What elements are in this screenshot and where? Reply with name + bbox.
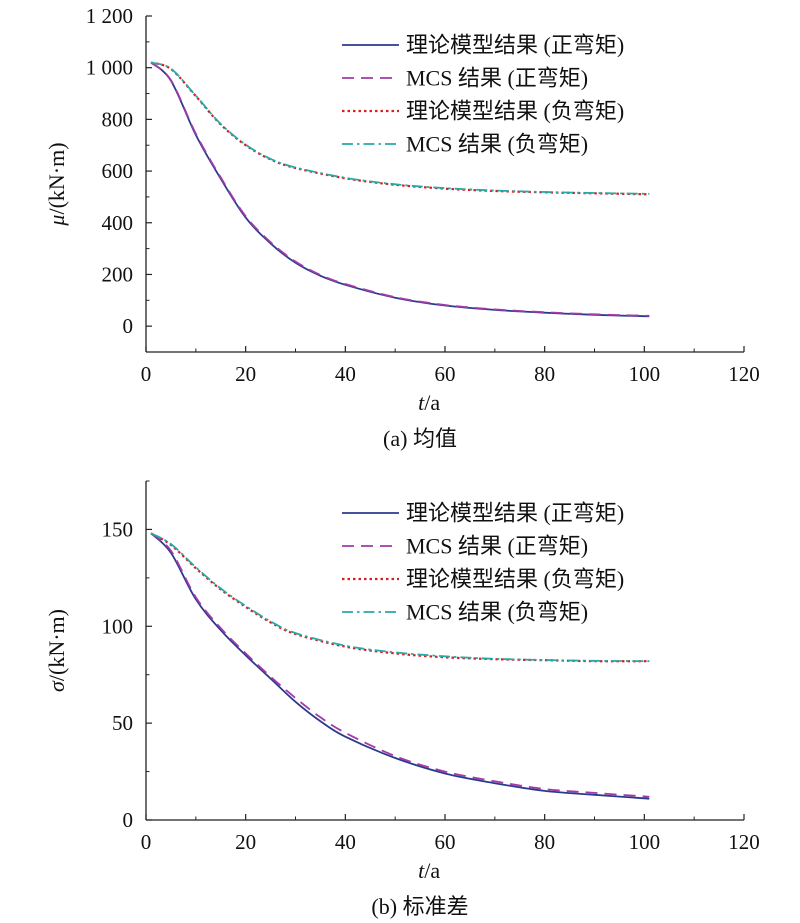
legend-label-4: MCS 结果 (负弯矩): [406, 600, 588, 625]
x-tick-label: 20: [235, 362, 256, 386]
legend-label-3: 理论模型结果 (负弯矩): [406, 99, 624, 124]
x-axis-label: t/a: [418, 390, 440, 415]
y-tick-label: 0: [123, 314, 134, 338]
legend-label-1: 理论模型结果 (正弯矩): [406, 501, 624, 526]
x-tick-label: 20: [235, 830, 256, 854]
x-tick-label: 80: [534, 830, 555, 854]
x-tick-label: 60: [435, 830, 456, 854]
x-tick-label: 100: [629, 362, 661, 386]
x-tick-label: 40: [335, 362, 356, 386]
series-line-4: [150, 532, 650, 663]
y-tick-label: 1 200: [86, 4, 133, 28]
y-tick-label: 0: [123, 808, 134, 832]
x-axis-label: t/a: [418, 858, 440, 883]
series-line-3: [150, 61, 650, 196]
panel-caption: (b) 标准差: [371, 894, 468, 919]
y-tick-label: 600: [102, 159, 134, 183]
y-tick-label: 50: [112, 711, 133, 735]
chart-panel-a: 0 20 40 60 80 100 120 0 200 400 600 800 1 000 1 200 理论…: [44, 4, 760, 451]
x-tick-label: 40: [335, 830, 356, 854]
x-tick-label: 0: [141, 362, 152, 386]
legend-label-2: MCS 结果 (正弯矩): [406, 66, 588, 91]
y-tick-label: 150: [102, 517, 134, 541]
chart-panel-b: 0 20 40 60 80 100 120 0 50 100 150 理论模型结果 (正弯矩) MCS …: [44, 480, 760, 919]
y-tick-label: 100: [102, 614, 134, 638]
series-line-1: [150, 532, 650, 800]
y-axis-label: σ/(kN·m): [44, 609, 69, 692]
legend-label-3: 理论模型结果 (负弯矩): [406, 567, 624, 592]
series-line-2: [150, 532, 650, 798]
panel-caption: (a) 均值: [383, 426, 457, 451]
x-tick-label: 120: [728, 362, 760, 386]
legend: 理论模型结果 (正弯矩) MCS 结果 (正弯矩) 理论模型结果 (负弯矩) MCS …: [342, 501, 624, 625]
legend-label-4: MCS 结果 (负弯矩): [406, 132, 588, 157]
x-tick-label: 120: [728, 830, 760, 854]
legend: 理论模型结果 (正弯矩) MCS 结果 (正弯矩) 理论模型结果 (负弯矩) MCS …: [342, 33, 624, 157]
y-tick-label: 200: [102, 262, 134, 286]
legend-label-1: 理论模型结果 (正弯矩): [406, 33, 624, 58]
x-tick-label: 80: [534, 362, 555, 386]
y-tick-label: 1 000: [86, 56, 133, 80]
y-tick-label: 800: [102, 107, 134, 131]
y-axis-label: μ/(kN·m): [44, 142, 69, 226]
x-tick-label: 0: [141, 830, 152, 854]
x-tick-label: 100: [629, 830, 661, 854]
x-tick-label: 60: [435, 362, 456, 386]
legend-label-2: MCS 结果 (正弯矩): [406, 534, 588, 559]
y-tick-label: 400: [102, 211, 134, 235]
series-line-2: [150, 61, 650, 317]
